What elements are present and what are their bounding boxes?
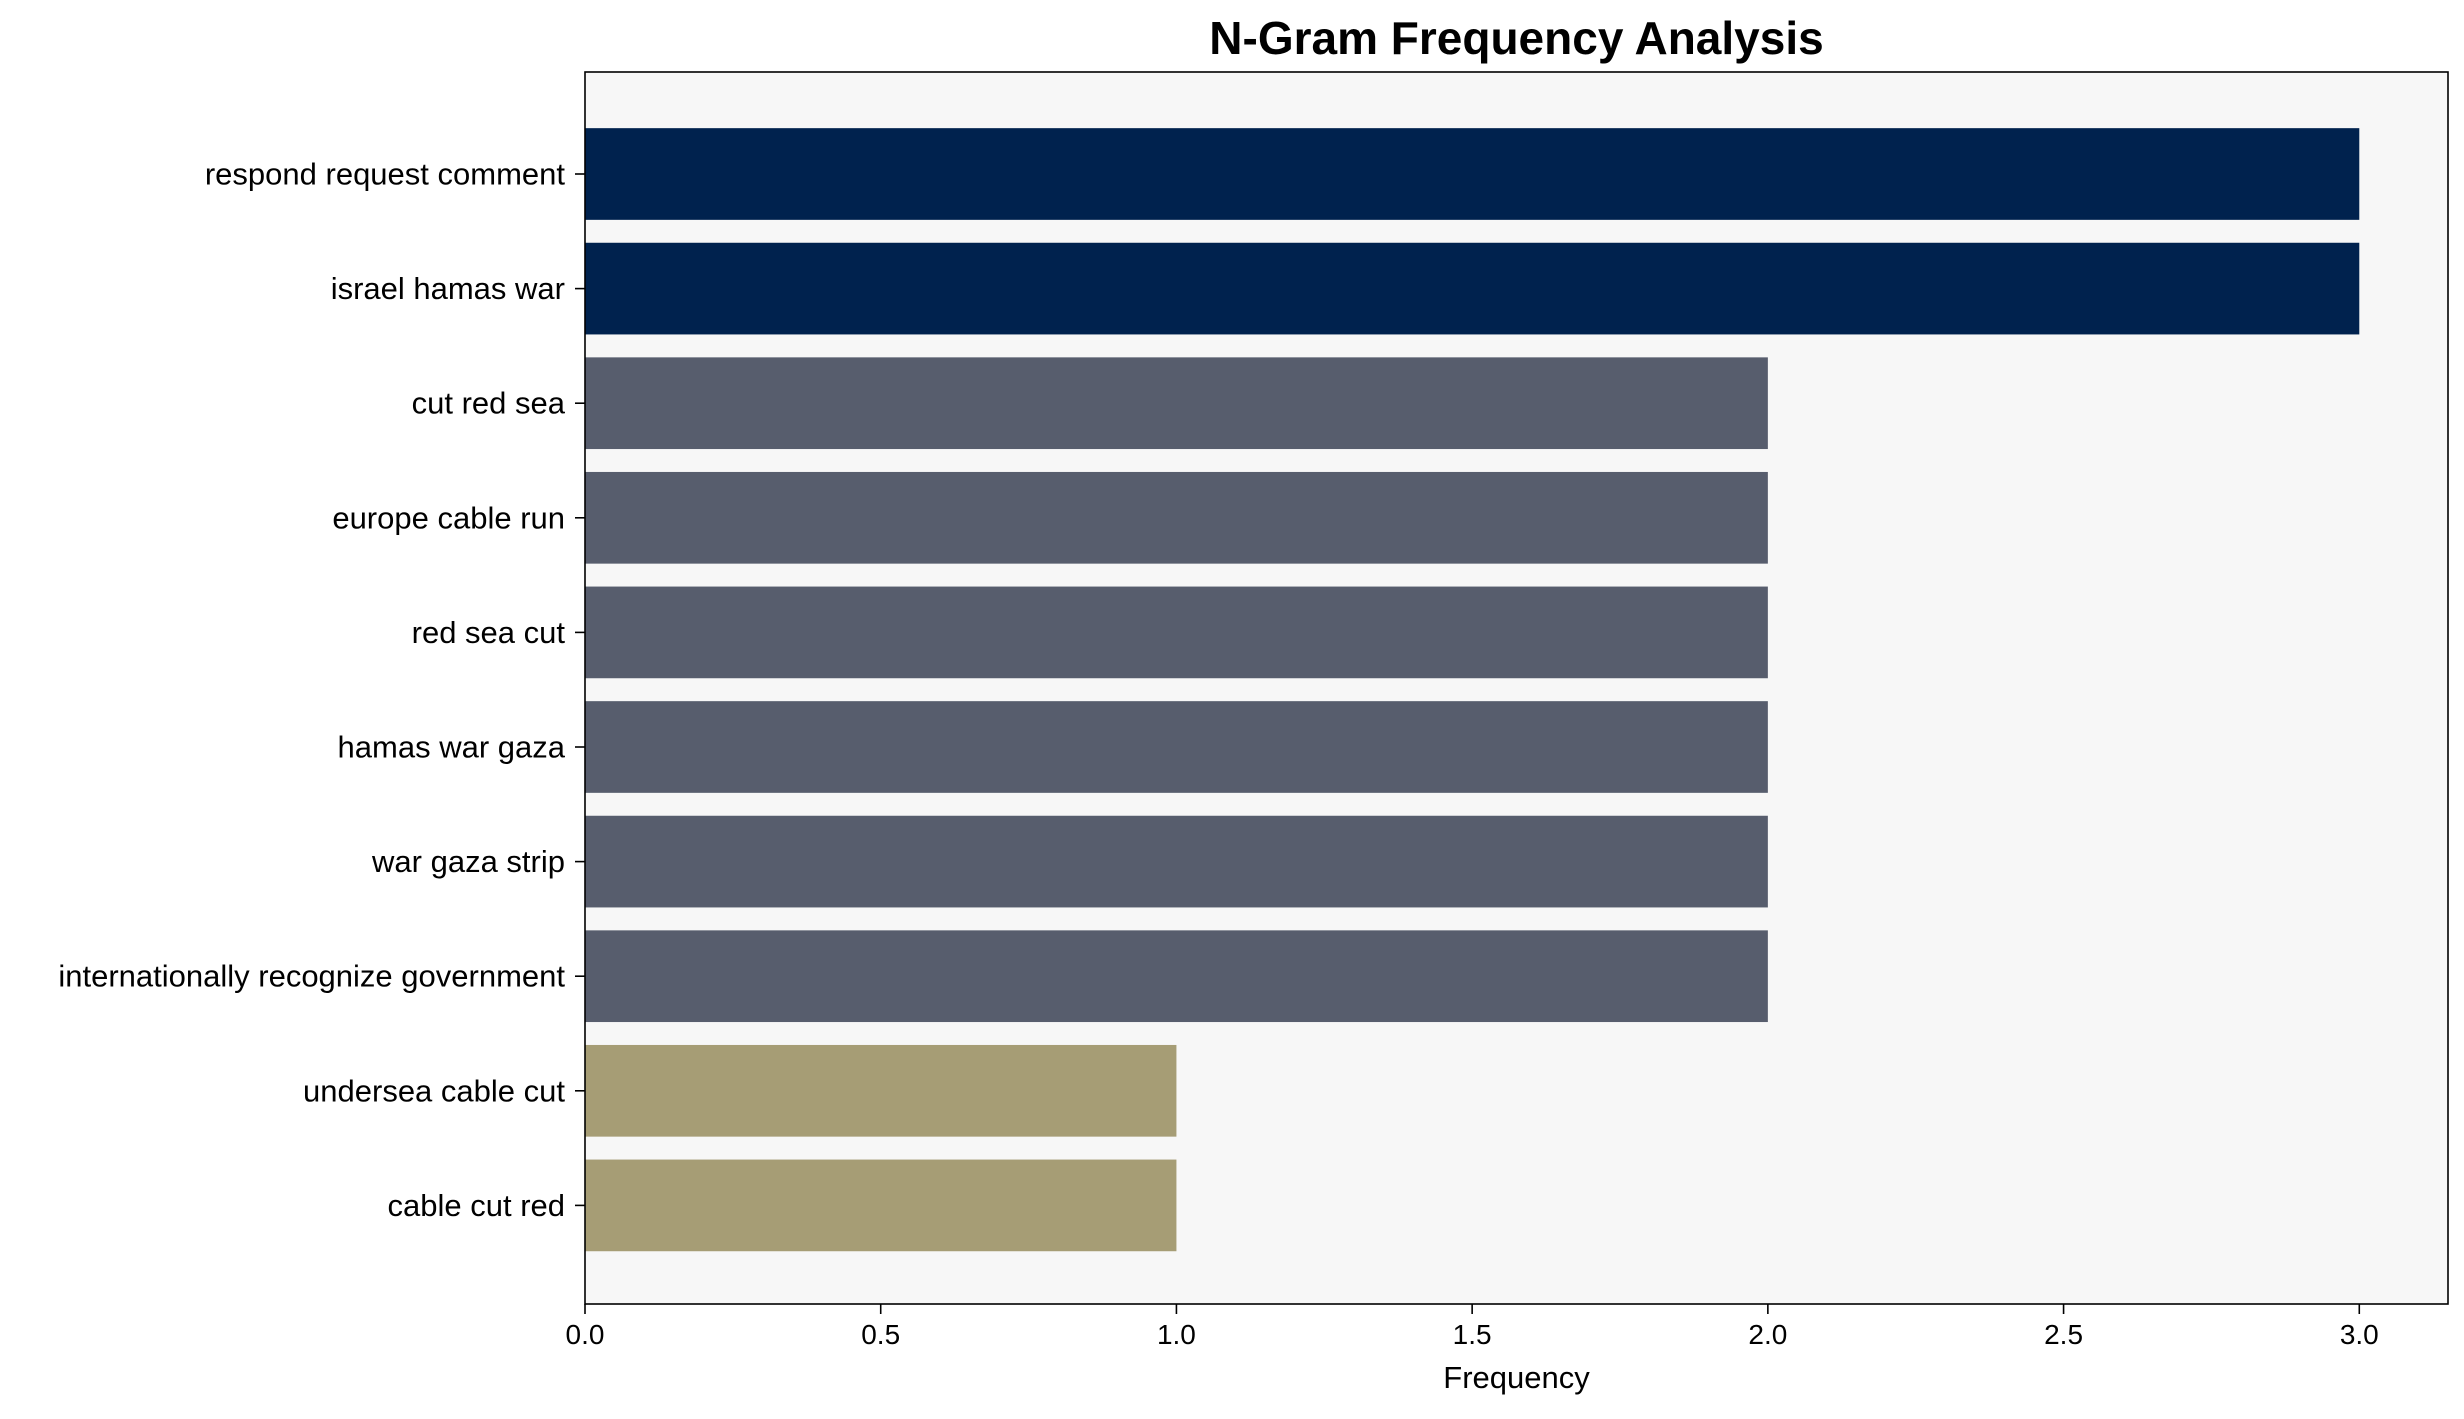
y-tick-label: cut red sea (412, 386, 566, 421)
y-tick-label: internationally recognize government (58, 959, 565, 994)
y-tick-label: respond request comment (205, 157, 566, 192)
x-axis-label: Frequency (1443, 1360, 1590, 1395)
bars-layer (585, 128, 2360, 1252)
x-tick-label: 2.5 (2044, 1319, 2083, 1350)
bar (585, 242, 2360, 335)
x-tick-label: 1.0 (1157, 1319, 1196, 1350)
bar (585, 701, 1768, 793)
x-tick-label: 1.5 (1453, 1319, 1492, 1350)
x-tick-label: 2.0 (1748, 1319, 1787, 1350)
y-tick-label: red sea cut (412, 615, 566, 650)
y-axis: respond request comment israel hamas war c… (58, 157, 585, 1223)
bar (585, 471, 1768, 564)
x-tick-label: 3.0 (2340, 1319, 2379, 1350)
bar (585, 357, 1768, 450)
bar (585, 930, 1768, 1023)
y-tick-label: hamas war gaza (338, 730, 566, 765)
x-tick-label: 0.0 (566, 1319, 605, 1350)
y-tick-label: europe cable run (332, 500, 565, 535)
x-axis: 0.0 0.5 1.0 1.5 2.0 2.5 3.0 (566, 1304, 2379, 1350)
bar (585, 1159, 1177, 1252)
bar (585, 586, 1768, 679)
bar (585, 128, 2360, 220)
y-tick-label: israel hamas war (331, 271, 565, 306)
y-tick-label: war gaza strip (371, 844, 565, 879)
x-tick-label: 0.5 (861, 1319, 900, 1350)
bar (585, 1044, 1177, 1137)
bar (585, 815, 1768, 908)
plot-frame (584, 71, 2449, 1305)
y-tick-label: cable cut red (388, 1188, 566, 1223)
chart-title: N-Gram Frequency Analysis (1209, 12, 1823, 64)
y-tick-label: undersea cable cut (303, 1073, 565, 1108)
